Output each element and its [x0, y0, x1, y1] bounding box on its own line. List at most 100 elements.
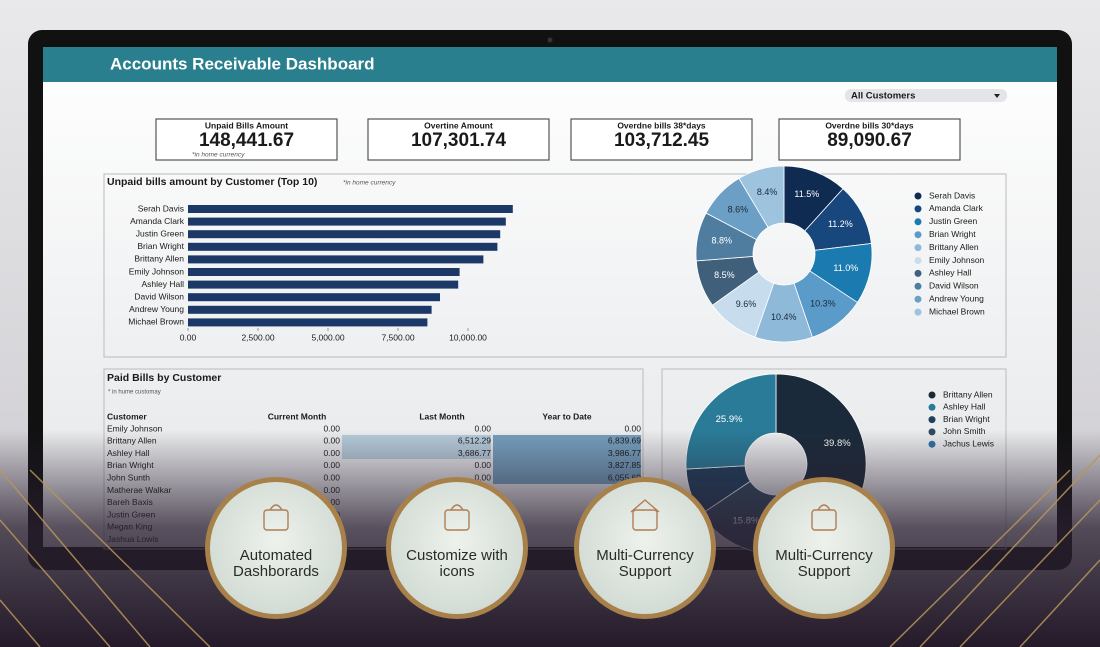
- kpi-card: [778, 118, 961, 161]
- kpi-card: [367, 118, 550, 161]
- bar: [188, 305, 432, 314]
- legend-swatch: [928, 416, 936, 424]
- chart-title: Unpaid bills amount by Customer (Top 10): [107, 176, 317, 188]
- legend-label: Brittany Allen: [943, 389, 993, 399]
- x-tick-label: 10,000.00: [449, 332, 487, 342]
- donut-chart: 11.5% 11.2% 11.0% 10.3% 10.4% 9.6% 8.5% 8.8% 8.6…: [695, 165, 985, 343]
- y-tick-label: Emily Johnson: [129, 266, 185, 276]
- column-header: Last Month: [419, 411, 464, 421]
- badge-face: [391, 482, 523, 614]
- kpi-label: Overdne bills 30*days: [825, 120, 914, 130]
- kpi-card: [570, 118, 753, 161]
- badge-icon: [263, 504, 289, 531]
- legend-label: Michael Brown: [929, 306, 985, 316]
- y-tick-label: Ashley Hall: [141, 279, 184, 289]
- gold-line: [959, 499, 1100, 647]
- chart-note: *in home currency: [343, 180, 396, 187]
- table-cell: 0.00: [624, 423, 641, 433]
- x-tick-label: 7,500.00: [381, 332, 414, 342]
- bar: [188, 268, 460, 276]
- gold-line: [29, 469, 211, 647]
- y-tick-label: Brian Wright: [137, 241, 184, 251]
- camera: [547, 37, 553, 43]
- gold-lines: [0, 454, 1100, 647]
- kpi-value: 148,441.67: [199, 130, 294, 151]
- badge-label: Support: [619, 563, 672, 580]
- legend-swatch: [914, 282, 922, 290]
- badge-face: [758, 482, 890, 614]
- badge-face: [210, 482, 342, 614]
- column-header: Year to Date: [542, 411, 591, 421]
- y-tick-label: Amanda Clark: [130, 216, 185, 226]
- icon-shape: [263, 509, 289, 531]
- icon-shape: [444, 509, 470, 531]
- gold-line: [889, 469, 1071, 647]
- kpi-label: Overtine Amount: [424, 120, 493, 130]
- badge-label: Customize with: [406, 547, 508, 564]
- slice-label: 8.4%: [757, 187, 778, 197]
- kpi-card: [155, 118, 338, 161]
- badge-label: Automated: [240, 547, 313, 564]
- legend-swatch: [914, 192, 922, 200]
- slice-label: 10.4%: [771, 312, 797, 322]
- icon-shape: [450, 504, 464, 511]
- legend-swatch: [914, 269, 922, 277]
- legend-label: Brian Wright: [929, 229, 976, 239]
- table-cell: 0.00: [474, 423, 491, 433]
- gold-line: [0, 599, 41, 647]
- legend-swatch: [914, 244, 922, 252]
- pie-slice: [738, 165, 785, 228]
- gold-line: [1019, 559, 1100, 647]
- y-tick-label: David Wilson: [134, 291, 184, 301]
- icon-shape: [269, 504, 283, 511]
- bar: [188, 217, 506, 226]
- legend-label: Ashley Hall: [943, 402, 986, 412]
- legend-label: Serah Davis: [929, 190, 975, 200]
- x-tick-label: 5,000.00: [311, 332, 344, 342]
- gold-line: [919, 454, 1100, 647]
- legend-swatch: [914, 257, 922, 264]
- x-tick-label: 0.00: [180, 332, 197, 342]
- y-tick-label: Justin Green: [136, 228, 184, 238]
- legend-swatch: [914, 205, 922, 213]
- y-tick-label: Brittany Allen: [134, 254, 184, 264]
- bar: [188, 318, 428, 327]
- badge-label: icons: [439, 563, 474, 580]
- table-note: * in hume customay: [108, 390, 161, 396]
- kpi-value: 103,712.45: [614, 130, 710, 151]
- legend-label: Ashley Hall: [929, 268, 972, 278]
- kpi-value: 107,301.74: [411, 130, 507, 151]
- legend-label: Justin Green: [929, 216, 977, 226]
- slice-label: 8.6%: [728, 205, 749, 215]
- bar: [188, 255, 484, 264]
- y-tick-label: Michael Brown: [128, 317, 184, 327]
- legend-label: Emily Johnson: [929, 255, 985, 265]
- customer-dropdown[interactable]: [845, 89, 1007, 102]
- slice-label: 10.3%: [810, 299, 836, 309]
- badge-face: [579, 482, 711, 614]
- gold-line: [0, 469, 151, 647]
- y-tick-label: Andrew Young: [129, 304, 184, 314]
- row-label: Emily Johnson: [107, 423, 163, 433]
- legend-label: Amanda Clark: [929, 203, 984, 213]
- slice-label: 11.2%: [828, 219, 853, 229]
- legend-label: David Wilson: [929, 281, 979, 291]
- bar: [188, 205, 513, 213]
- y-tick-label: Serah Davis: [138, 203, 184, 213]
- slice-label: 11.5%: [794, 189, 819, 199]
- dropdown-arrow: [994, 94, 1000, 98]
- badge-label: Multi-Currency: [775, 547, 873, 564]
- bar: [188, 280, 459, 289]
- legend-swatch: [914, 218, 922, 226]
- table-cell: 0.00: [323, 423, 340, 433]
- badge-label: Support: [798, 563, 851, 580]
- bar: [188, 242, 498, 251]
- legend-swatch: [928, 403, 936, 411]
- header-bar: [43, 47, 1057, 82]
- legend-label: Andrew Young: [929, 293, 984, 303]
- slice-label: 11.0%: [833, 263, 858, 273]
- icon-shape: [811, 509, 837, 531]
